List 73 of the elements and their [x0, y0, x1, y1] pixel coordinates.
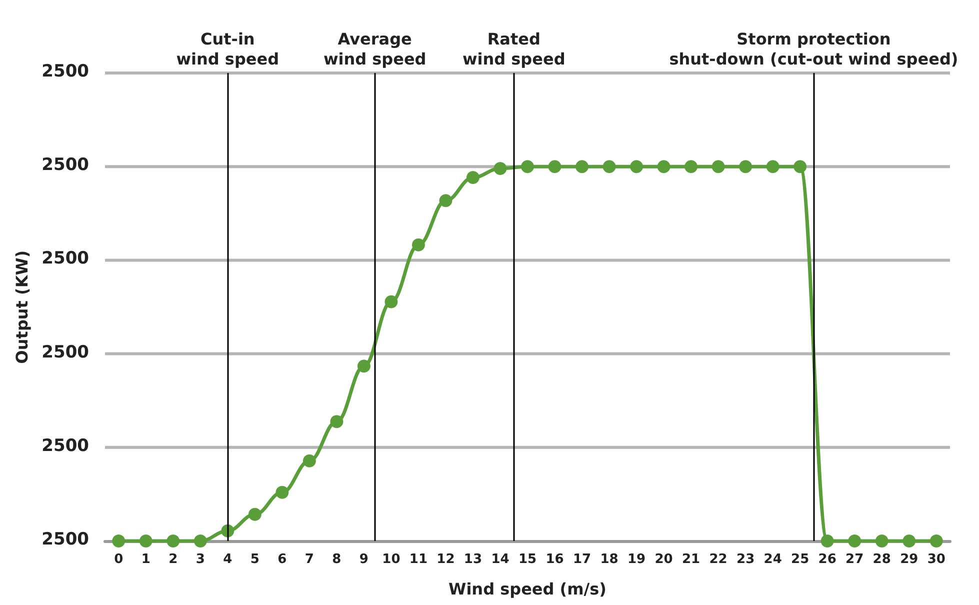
x-tick-label: 2 — [168, 552, 178, 567]
x-tick-label: 12 — [436, 552, 455, 567]
text: 2500 — [42, 342, 90, 362]
point — [521, 160, 534, 174]
point — [357, 360, 370, 373]
x-tick-label: 4 — [223, 552, 232, 567]
point — [848, 534, 862, 548]
point — [630, 160, 644, 174]
point — [684, 160, 698, 174]
point — [166, 534, 180, 548]
point — [384, 295, 398, 308]
x-tick-label: 18 — [600, 552, 618, 567]
x-tick-label: 19 — [627, 552, 646, 567]
point — [194, 534, 207, 548]
point — [330, 415, 344, 428]
x-tick-label: 5 — [250, 552, 260, 567]
x-axis-title: Wind speed (m/s) — [448, 580, 606, 598]
x-tick-label: 25 — [791, 552, 810, 567]
text: 2500 — [42, 155, 90, 176]
point — [302, 454, 316, 468]
point — [248, 508, 262, 521]
text: 2500 — [42, 530, 90, 550]
x-tick-label: 10 — [382, 552, 400, 567]
x-tick-label: 20 — [654, 552, 673, 567]
point — [494, 162, 507, 175]
x-tick-label: 24 — [764, 552, 782, 567]
point — [930, 534, 943, 548]
point — [875, 534, 888, 548]
point — [412, 238, 425, 252]
x-tick-label: 1 — [141, 552, 150, 567]
point — [657, 160, 670, 174]
x-tick-label: 6 — [278, 552, 287, 567]
point — [439, 194, 452, 208]
point — [820, 534, 834, 548]
x-tick-label: 27 — [846, 552, 864, 567]
x-tick-label: 14 — [491, 552, 510, 567]
point — [602, 160, 616, 174]
point — [548, 160, 562, 174]
text: 2500 — [42, 248, 90, 269]
point — [794, 160, 807, 174]
x-tick-label: 17 — [572, 552, 592, 567]
point — [739, 160, 752, 174]
x-tick-label: 29 — [900, 552, 918, 567]
point — [139, 534, 152, 548]
ref-line-label: Average wind speed — [323, 30, 426, 68]
ref-line-label: Rated wind speed — [462, 30, 566, 68]
x-tick-label: 23 — [736, 552, 755, 567]
x-tick-label: 26 — [818, 552, 836, 567]
x-tick-label: 16 — [546, 552, 564, 567]
x-tick-label: 13 — [464, 552, 482, 567]
point — [112, 534, 126, 548]
x-tick-label: 0 — [114, 552, 124, 567]
x-tick-label: 22 — [709, 552, 728, 567]
x-tick-label: 7 — [304, 552, 314, 567]
x-tick-label: 9 — [359, 552, 368, 567]
point — [466, 170, 480, 184]
x-tick-label: 21 — [682, 552, 700, 567]
ref-line-label: Storm protection shut-down (cut-out wind speed) — [669, 30, 958, 68]
x-tick-label: 8 — [332, 552, 342, 567]
point — [276, 486, 289, 499]
text: 2500 — [42, 436, 90, 456]
text: 2500 — [42, 62, 90, 82]
x-tick-label: 28 — [872, 552, 891, 567]
x-tick-label: 11 — [409, 552, 428, 567]
x-tick-label: 3 — [196, 552, 205, 567]
point — [766, 160, 780, 174]
point — [712, 160, 725, 174]
ref-line-label: Cut-in wind speed — [176, 30, 280, 68]
y-axis-title: Output (KW) — [12, 250, 32, 364]
x-tick-label: 30 — [927, 552, 946, 567]
point — [576, 160, 589, 174]
point — [902, 534, 916, 548]
x-tick-label: 15 — [518, 552, 537, 567]
